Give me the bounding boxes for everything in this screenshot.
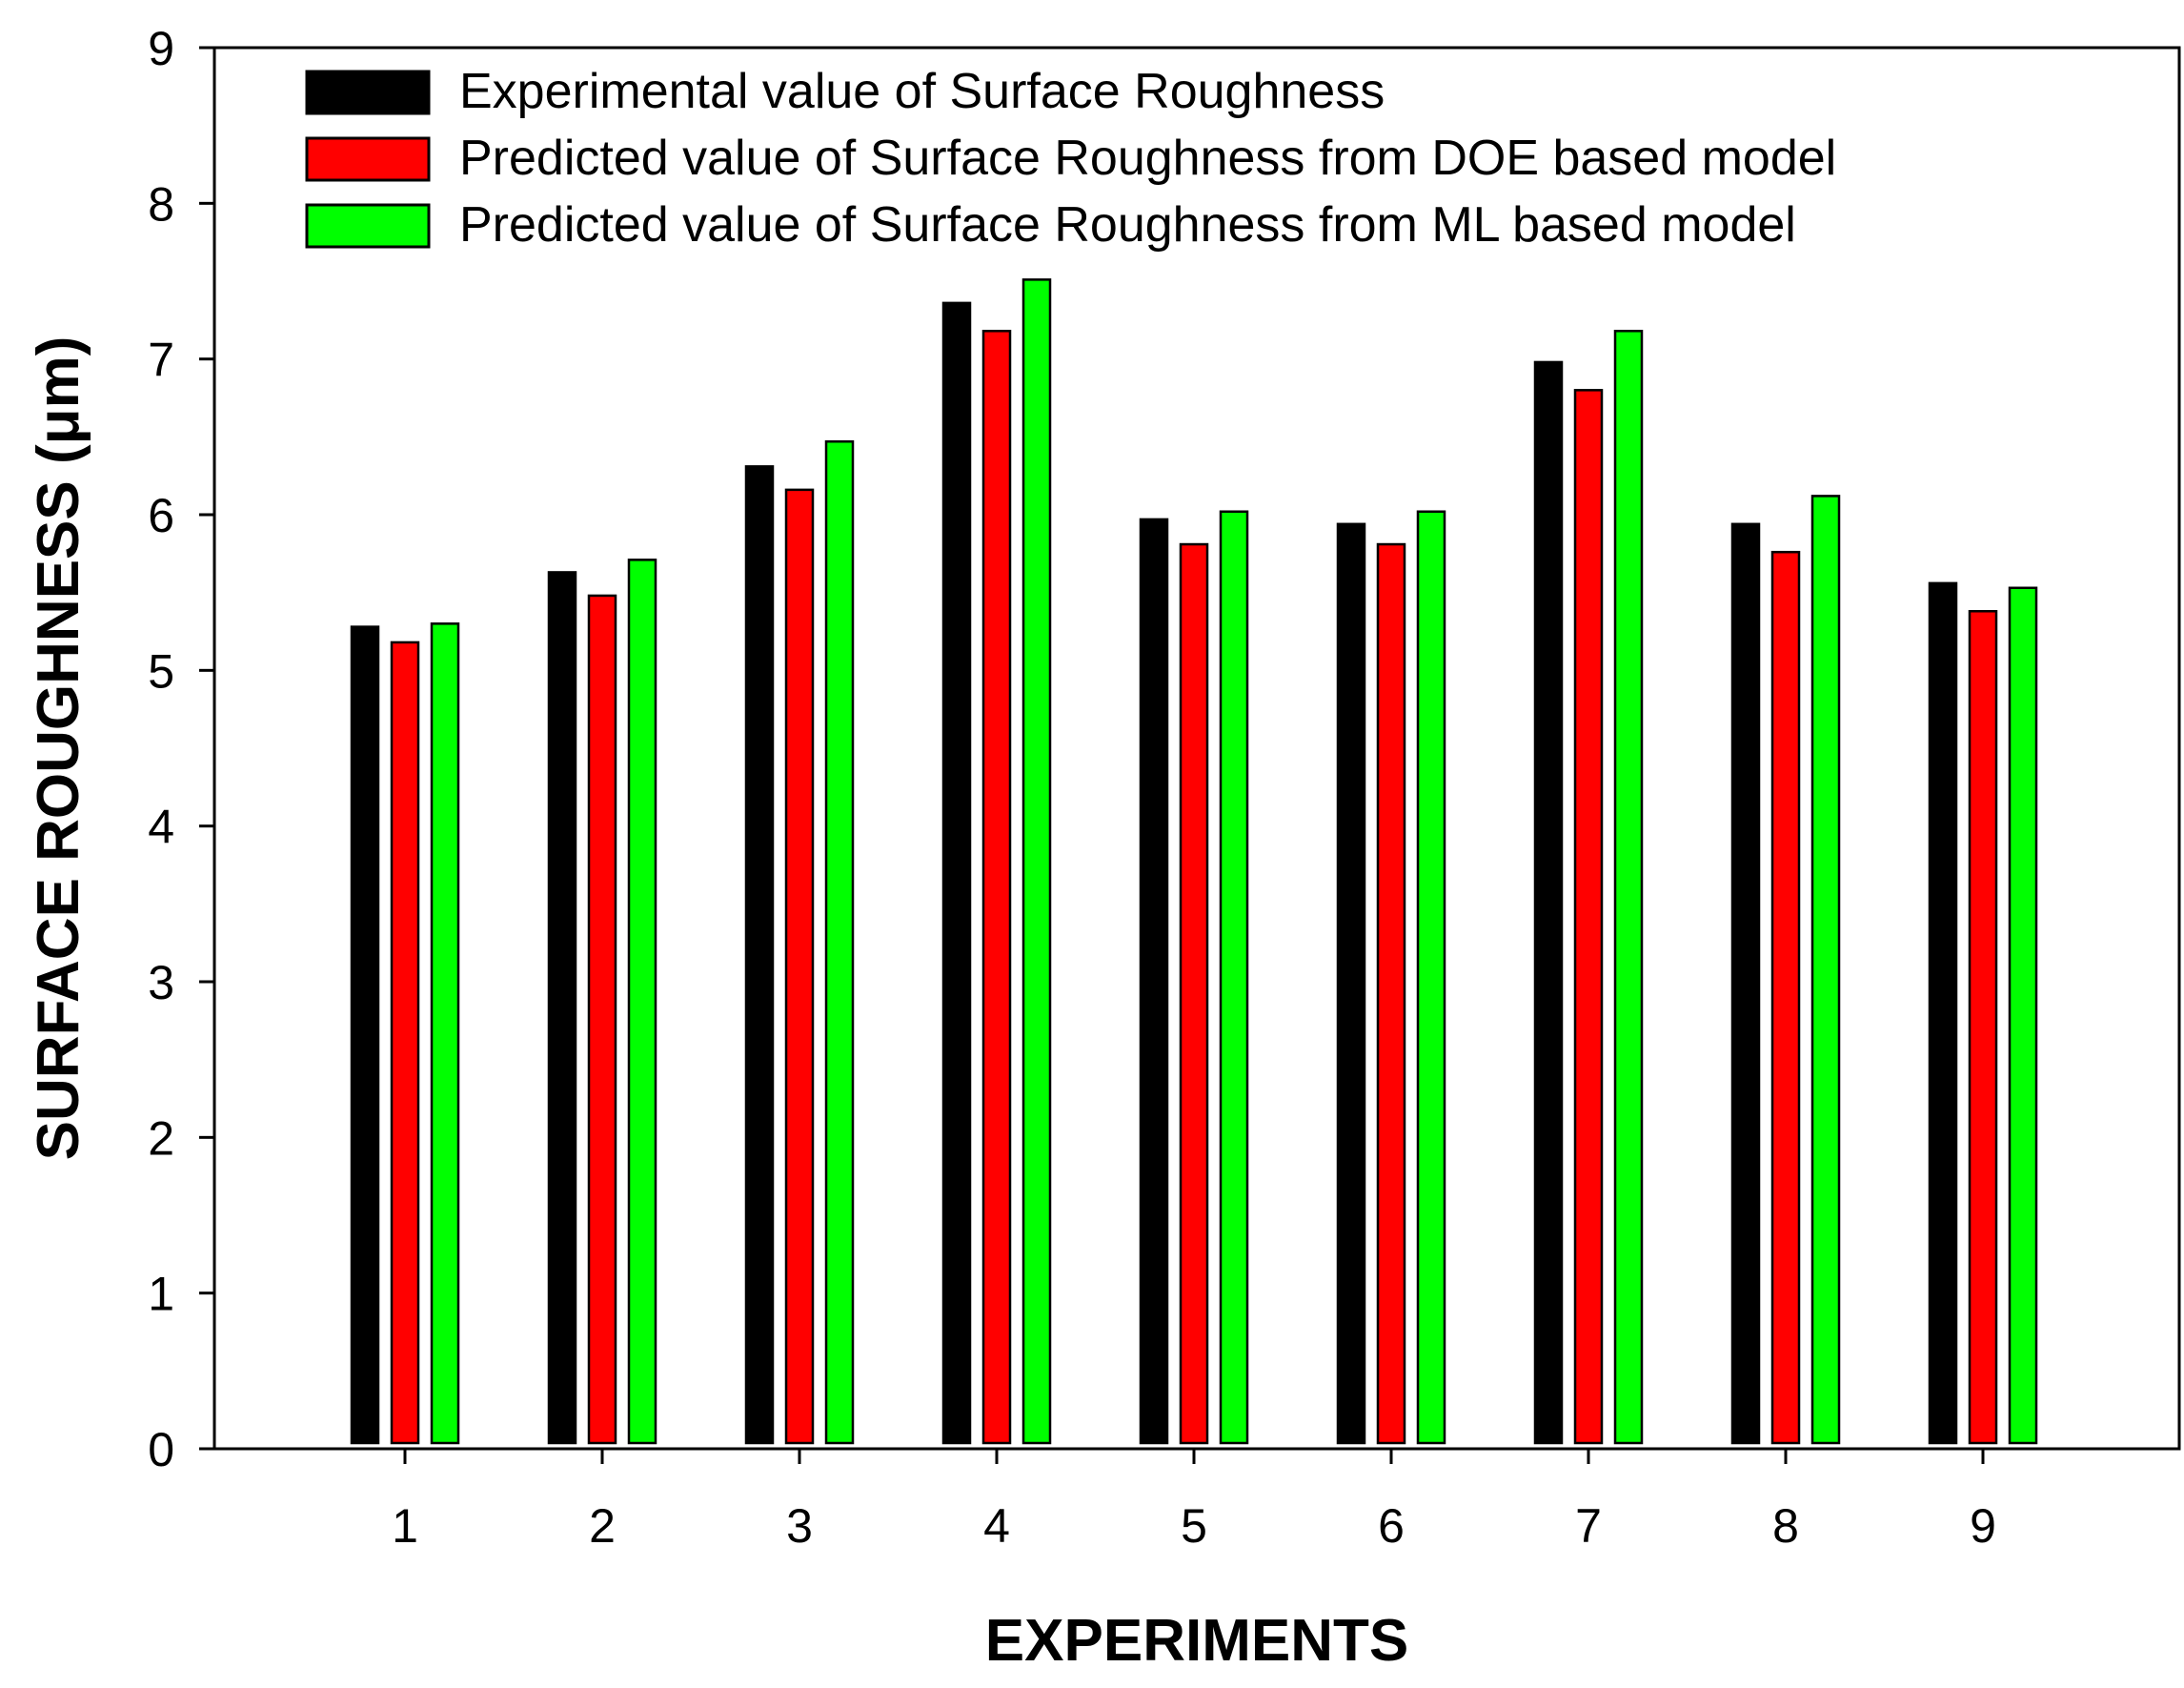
y-tick-label: 9 <box>148 22 174 75</box>
x-tick-label: 1 <box>392 1499 418 1553</box>
x-tick-label: 7 <box>1575 1499 1602 1553</box>
legend: Experimental value of Surface Roughness P… <box>305 64 1836 253</box>
bar-exp1-series2 <box>390 641 420 1445</box>
bar-exp5-series1 <box>1139 518 1169 1445</box>
bar-exp1-series3 <box>430 622 460 1445</box>
x-tick-label: 4 <box>983 1499 1010 1553</box>
x-tick-label: 5 <box>1181 1499 1207 1553</box>
legend-swatch-2 <box>305 136 431 182</box>
legend-label-2: Predicted value of Surface Roughness fro… <box>459 131 1836 186</box>
bar-exp4-series3 <box>1021 278 1052 1445</box>
y-tick-label: 7 <box>148 334 174 387</box>
x-tick-label: 2 <box>589 1499 616 1553</box>
y-tick-label: 0 <box>148 1423 174 1476</box>
bar-exp9-series3 <box>2008 586 2038 1445</box>
bar-exp1-series1 <box>350 625 380 1445</box>
legend-label-1: Experimental value of Surface Roughness <box>459 64 1385 119</box>
x-tick-label: 8 <box>1772 1499 1799 1553</box>
y-tick-label: 4 <box>148 801 174 854</box>
bar-exp7-series1 <box>1533 360 1564 1445</box>
bar-exp8-series1 <box>1730 522 1761 1445</box>
bar-exp9-series2 <box>1968 610 1998 1445</box>
legend-swatch-3 <box>305 203 431 249</box>
bar-exp4-series1 <box>941 301 972 1445</box>
bar-exp3-series3 <box>824 439 855 1445</box>
bar-exp7-series3 <box>1613 330 1644 1445</box>
bar-exp5-series2 <box>1179 542 1209 1445</box>
x-tick-label: 6 <box>1378 1499 1405 1553</box>
x-tick-label: 3 <box>786 1499 813 1553</box>
plot-frame <box>212 46 2181 1451</box>
x-axis-title: EXPERIMENTS <box>985 1608 1408 1674</box>
bar-exp9-series1 <box>1928 581 1958 1445</box>
bar-exp6-series1 <box>1336 522 1366 1445</box>
bar-exp5-series3 <box>1219 510 1249 1445</box>
bar-exp2-series3 <box>627 559 657 1445</box>
bar-exp3-series1 <box>744 465 775 1445</box>
y-tick-label: 2 <box>148 1111 174 1165</box>
bar-exp4-series2 <box>981 330 1012 1445</box>
x-tick-label: 9 <box>1970 1499 1996 1553</box>
y-tick-label: 6 <box>148 489 174 542</box>
y-tick-label: 1 <box>148 1268 174 1321</box>
y-axis: 0 1 2 3 4 5 6 7 8 9 <box>148 22 214 1476</box>
bar-exp8-series2 <box>1770 550 1801 1445</box>
bar-exp3-series2 <box>784 488 815 1445</box>
y-tick-label: 5 <box>148 644 174 698</box>
bar-exp2-series2 <box>587 594 617 1445</box>
bar-exp8-series3 <box>1810 495 1841 1445</box>
y-tick-label: 3 <box>148 956 174 1009</box>
legend-label-3: Predicted value of Surface Roughness fro… <box>459 197 1796 253</box>
bar-exp2-series1 <box>547 571 577 1445</box>
bar-exp7-series2 <box>1573 389 1604 1445</box>
bar-exp6-series3 <box>1416 510 1446 1445</box>
legend-swatch-1 <box>305 70 431 115</box>
bar-exp6-series2 <box>1376 542 1406 1445</box>
bars-group <box>350 278 2038 1445</box>
y-axis-title: SURFACE ROUGHNESS (μm) <box>26 336 91 1161</box>
y-tick-label: 8 <box>148 177 174 231</box>
x-axis: 1 2 3 4 5 6 7 8 9 <box>392 1449 1996 1553</box>
